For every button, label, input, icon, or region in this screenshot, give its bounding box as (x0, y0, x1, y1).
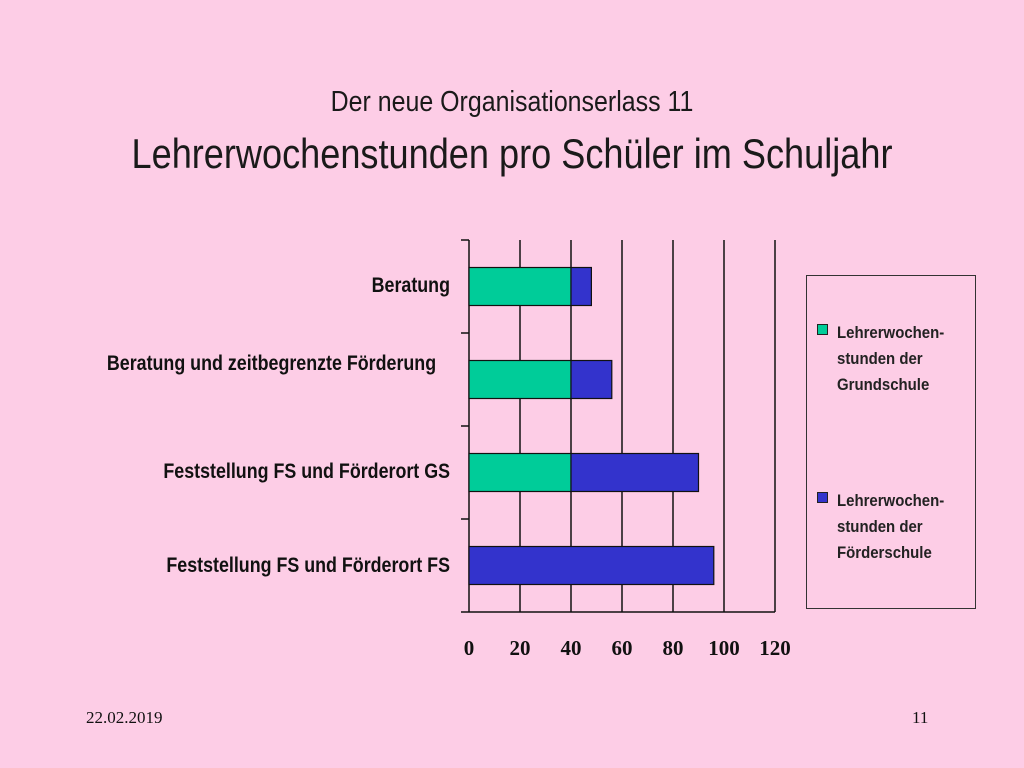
bar-segment-grundschule (468, 359, 572, 400)
legend-swatch-foerderschule (817, 492, 828, 503)
x-tick-label: 120 (759, 636, 791, 660)
legend-label-grundschule: Lehrerwochen-stunden der Grundschule (837, 323, 945, 394)
footer-date: 22.02.2019 (86, 708, 163, 727)
bar-segment-grundschule (468, 452, 572, 493)
legend-swatch-grundschule (817, 324, 828, 335)
x-tick-label: 100 (708, 636, 740, 660)
x-tick-label: 80 (662, 636, 684, 660)
legend-label-foerderschule: Lehrerwochen-stunden der Förderschule (837, 491, 945, 562)
category-label-beratung-foerderung: Beratung und zeitbegrenzte Förderung (106, 352, 437, 375)
x-tick-label: 40 (560, 636, 582, 660)
bar-segment-foerderschule (570, 266, 592, 307)
category-label-beratung: Beratung (371, 274, 450, 297)
category-label-foerderort-fs: Feststellung FS und Förderort FS (166, 554, 450, 577)
bar-segment-foerderschule (570, 359, 613, 400)
category-label-foerderort-gs: Feststellung FS und Förderort GS (163, 460, 450, 483)
footer-page-number: 11 (912, 708, 929, 727)
chart-legend: Lehrerwochen-stunden der Grundschule Leh… (806, 275, 976, 609)
slide-subtitle: Der neue Organisationserlass 11 (330, 86, 694, 118)
x-tick-label: 20 (509, 636, 531, 660)
x-tick-label: 60 (611, 636, 633, 660)
bar-segment-foerderschule (570, 452, 700, 493)
bar-segment-grundschule (468, 266, 572, 307)
slide-title: Lehrerwochenstunden pro Schüler im Schul… (131, 130, 893, 177)
bar-segment-foerderschule (468, 545, 715, 586)
x-tick-label: 0 (463, 636, 475, 660)
